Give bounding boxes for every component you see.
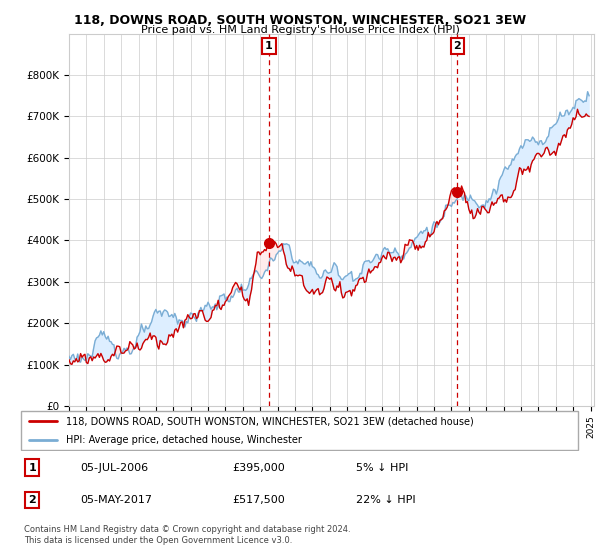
Text: Contains HM Land Registry data © Crown copyright and database right 2024.
This d: Contains HM Land Registry data © Crown c… [24,525,350,545]
Text: 05-JUL-2006: 05-JUL-2006 [80,463,148,473]
Text: 05-MAY-2017: 05-MAY-2017 [80,495,152,505]
Text: 118, DOWNS ROAD, SOUTH WONSTON, WINCHESTER, SO21 3EW: 118, DOWNS ROAD, SOUTH WONSTON, WINCHEST… [74,14,526,27]
Text: HPI: Average price, detached house, Winchester: HPI: Average price, detached house, Winc… [66,435,302,445]
Text: Price paid vs. HM Land Registry's House Price Index (HPI): Price paid vs. HM Land Registry's House … [140,25,460,35]
Text: 1: 1 [28,463,36,473]
Text: £517,500: £517,500 [232,495,285,505]
Text: £395,000: £395,000 [232,463,285,473]
FancyBboxPatch shape [21,411,578,450]
Text: 5% ↓ HPI: 5% ↓ HPI [356,463,409,473]
Text: 118, DOWNS ROAD, SOUTH WONSTON, WINCHESTER, SO21 3EW (detached house): 118, DOWNS ROAD, SOUTH WONSTON, WINCHEST… [66,417,473,426]
Text: 1: 1 [265,41,273,51]
Text: 2: 2 [28,495,36,505]
Text: 22% ↓ HPI: 22% ↓ HPI [356,495,416,505]
Text: 2: 2 [454,41,461,51]
